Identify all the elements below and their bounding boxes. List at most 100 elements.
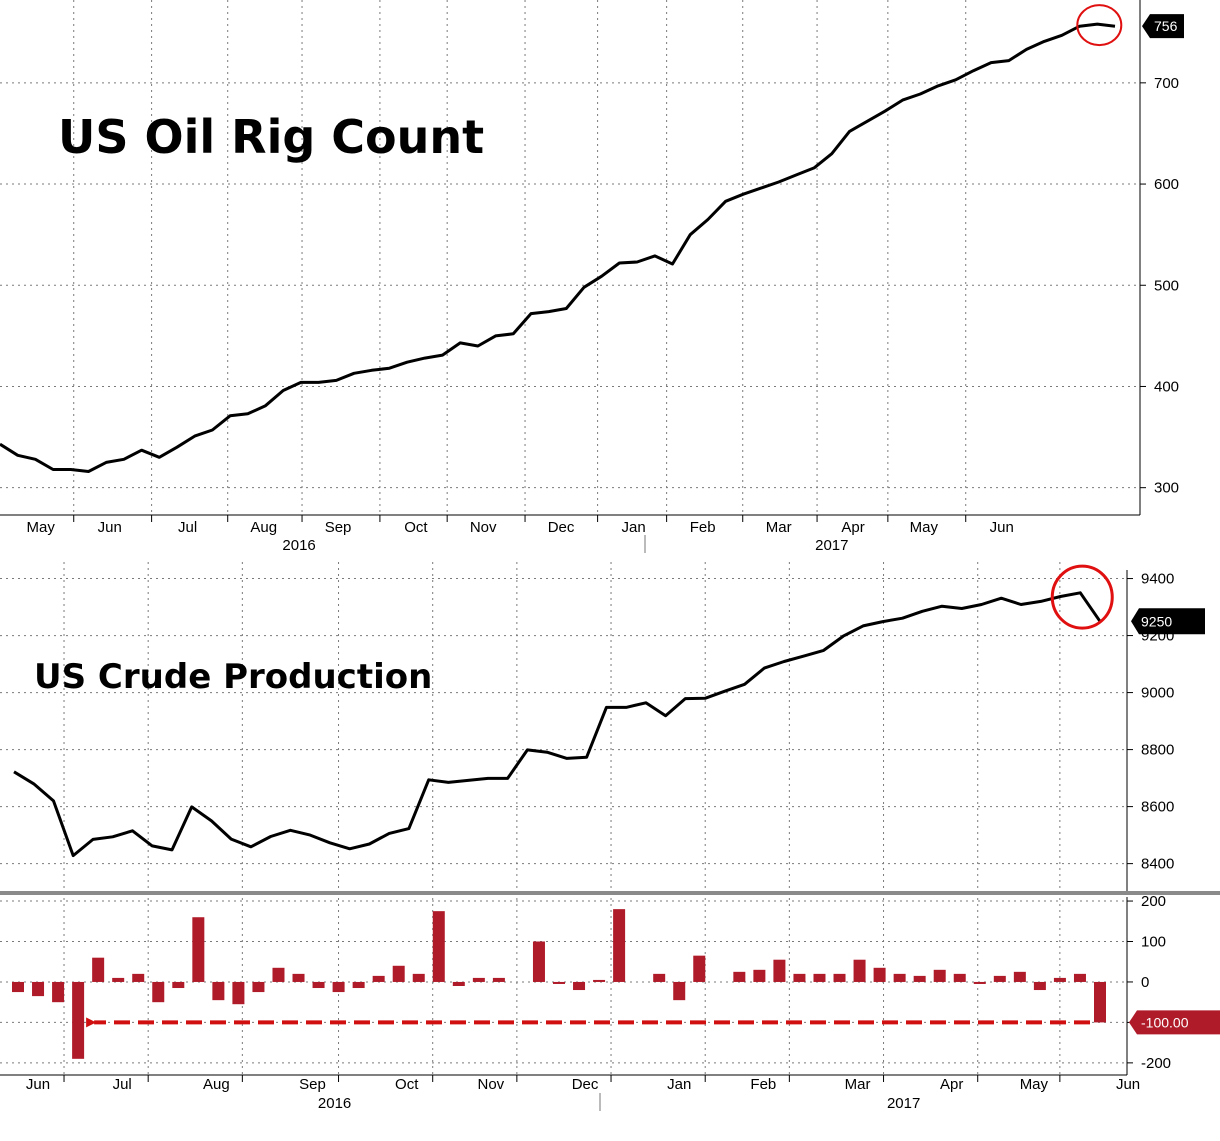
bar-weekly-change [853,959,866,982]
bar-weekly-change [492,977,505,982]
year-label-change: 2017 [887,1095,920,1112]
panel-separator [0,891,1220,895]
bar-weekly-change [132,973,145,982]
bar-weekly-change [613,909,626,982]
bar-weekly-change [352,981,365,989]
last-value-tag-change [1129,1010,1220,1035]
bar-weekly-change [152,981,165,1003]
bar-weekly-change [893,973,906,982]
highlight-circle-rig [1076,4,1123,47]
bar-weekly-change [92,957,105,982]
xtick-label-change: Dec [572,1076,599,1093]
series-line-rig-count [0,22,1116,473]
xtick-label-change: Nov [478,1076,505,1093]
bar-weekly-change [913,975,926,982]
series-line-crude-production [13,591,1102,858]
xtick-label-rig: Dec [548,519,575,536]
bar-weekly-change [432,911,445,982]
bar-weekly-change [292,973,305,982]
bar-weekly-change [412,973,425,982]
bar-weekly-change [813,973,826,982]
ytick-label-change: -200 [1141,1055,1171,1072]
bar-weekly-change [52,981,65,1003]
xtick-label-rig: Apr [841,519,864,536]
xtick-label-change: Jun [26,1076,50,1093]
bar-weekly-change [933,969,946,982]
xtick-label-change: Jun [1116,1076,1140,1093]
xtick-label-rig: Mar [766,519,792,536]
bar-weekly-change [332,981,345,993]
bar-weekly-change [773,959,786,982]
xtick-label-change: Jan [667,1076,691,1093]
bar-weekly-change [532,941,545,982]
xtick-label-change: Aug [203,1076,230,1093]
bar-weekly-change [32,981,45,997]
year-label-rig: 2017 [815,537,848,554]
bar-weekly-change [112,977,125,982]
ytick-label-crude: 8600 [1141,799,1174,816]
bar-weekly-change [252,981,265,993]
ytick-label-rig: 300 [1154,480,1179,497]
bar-weekly-change [1013,971,1026,982]
ytick-label-crude: 8800 [1141,742,1174,759]
xtick-label-rig: Jun [98,519,122,536]
last-value-label-change: -100.00 [1141,1014,1189,1030]
ytick-label-crude: 8400 [1141,856,1174,873]
bar-weekly-change [993,975,1006,982]
bar-weekly-change [12,981,24,993]
bar-weekly-change [673,981,686,1001]
ytick-label-crude: 9400 [1141,571,1174,588]
bar-weekly-change [973,981,986,984]
xtick-label-rig: Jul [178,519,197,536]
xtick-label-rig: May [27,519,56,536]
bar-weekly-change [793,973,806,982]
bar-weekly-change [232,981,245,1005]
year-label-rig: 2016 [282,537,315,554]
chart-title-crude-production: US Crude Production [34,657,432,697]
last-value-tag-rig [1142,14,1184,39]
ytick-label-change: 0 [1141,974,1149,991]
bar-weekly-change [653,973,666,982]
bar-weekly-change [312,981,325,989]
bar-weekly-change [472,977,485,982]
xtick-label-change: May [1020,1076,1049,1093]
bar-weekly-change [733,971,746,982]
bar-weekly-change [72,981,85,1059]
xtick-label-change: Mar [845,1076,871,1093]
last-value-label-crude: 9250 [1141,613,1172,629]
xtick-label-change: Sep [299,1076,326,1093]
bar-weekly-change [1073,973,1086,982]
bar-weekly-change [192,917,205,982]
bar-weekly-change [593,979,606,982]
chart-title-rig-count: US Oil Rig Count [58,110,484,164]
xtick-label-rig: Aug [250,519,277,536]
bar-weekly-change [953,973,966,982]
bar-weekly-change [172,981,185,989]
ytick-label-rig: 500 [1154,277,1179,294]
bar-weekly-change [272,967,285,982]
xtick-label-rig: Nov [470,519,497,536]
xtick-label-change: Apr [940,1076,963,1093]
ytick-label-rig: 400 [1154,378,1179,395]
last-value-tag-crude [1131,608,1205,635]
bar-weekly-change [573,981,586,991]
highlight-circle-crude [1050,564,1114,630]
xtick-label-change: Feb [750,1076,776,1093]
bar-weekly-change [693,955,706,982]
xtick-label-rig: Oct [404,519,428,536]
year-label-change: 2016 [318,1095,351,1112]
bar-weekly-change [553,981,565,984]
bar-weekly-change [833,973,846,982]
bar-weekly-change [1033,981,1046,991]
ytick-label-change: 200 [1141,893,1166,910]
xtick-label-rig: Feb [690,519,716,536]
bar-weekly-change [212,981,225,1001]
bar-weekly-change [1053,977,1066,982]
xtick-label-rig: Jan [622,519,646,536]
bar-weekly-change [392,965,405,982]
bar-weekly-change [873,967,886,982]
last-value-label-rig: 756 [1154,18,1178,34]
xtick-label-rig: Sep [325,519,352,536]
